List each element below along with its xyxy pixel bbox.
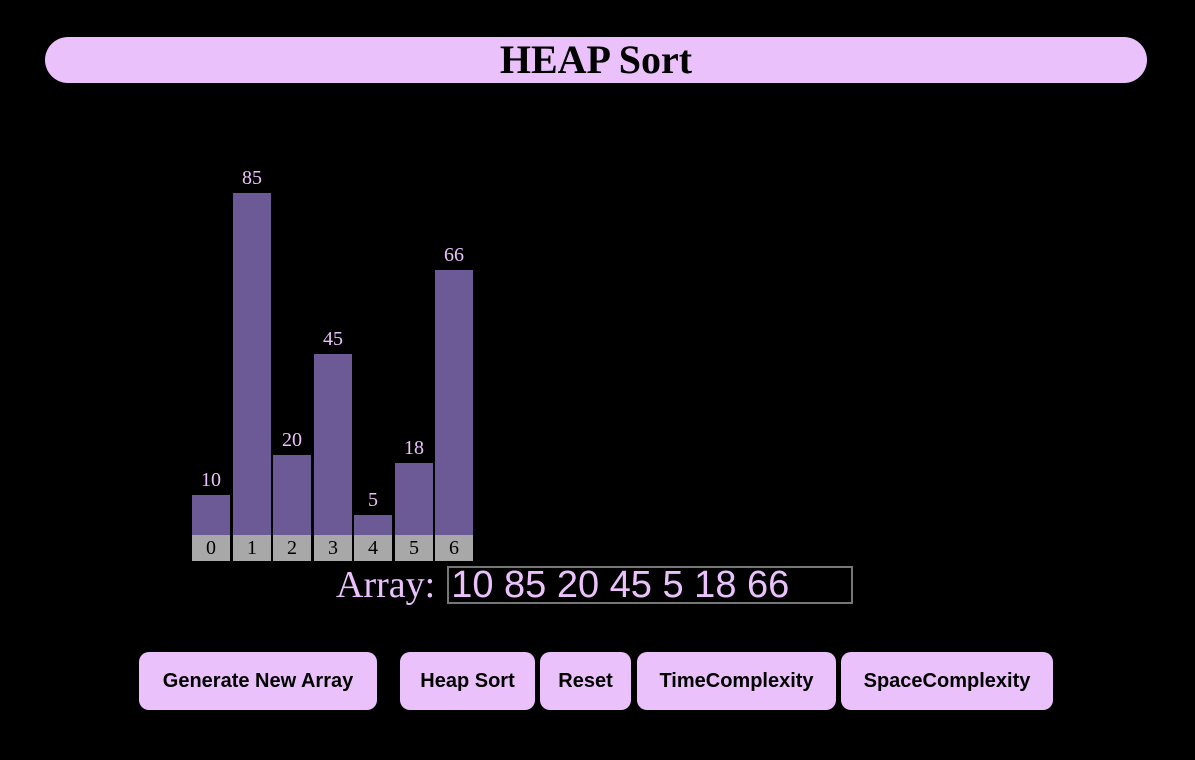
heap-sort-button[interactable]: Heap Sort (400, 652, 535, 710)
bar-value-label: 18 (404, 437, 424, 459)
array-label: Array: (336, 564, 436, 606)
bar (314, 354, 352, 535)
bar-index-label: 0 (192, 535, 230, 561)
bar-index-label: 5 (395, 535, 433, 561)
bar (354, 515, 392, 535)
bar (435, 270, 473, 535)
time-complexity-button[interactable]: TimeComplexity (637, 652, 836, 710)
array-input[interactable] (447, 566, 854, 604)
title-bar: HEAP Sort (45, 37, 1147, 83)
page-title: HEAP Sort (499, 37, 693, 82)
space-complexity-button[interactable]: SpaceComplexity (841, 652, 1053, 710)
bar (273, 455, 311, 535)
bar-value-label: 66 (444, 244, 464, 266)
bar (192, 495, 230, 535)
generate-new-array-button[interactable]: Generate New Array (139, 652, 377, 710)
bar-value-label: 85 (242, 167, 262, 189)
bar (395, 463, 433, 535)
bar-index-label: 3 (314, 535, 352, 561)
bar-value-label: 20 (282, 429, 302, 451)
array-row: Array: (336, 564, 854, 606)
bar-chart: 10 0 85 1 20 2 45 3 5 4 18 5 66 6 (192, 167, 473, 561)
bar-value-label: 5 (368, 489, 378, 511)
bar (233, 193, 271, 535)
bar-value-label: 45 (323, 328, 343, 350)
reset-button[interactable]: Reset (540, 652, 631, 710)
bar-index-label: 2 (273, 535, 311, 561)
bar-index-label: 4 (354, 535, 392, 561)
bar-index-label: 6 (435, 535, 473, 561)
bar-index-label: 1 (233, 535, 271, 561)
bar-value-label: 10 (201, 469, 221, 491)
